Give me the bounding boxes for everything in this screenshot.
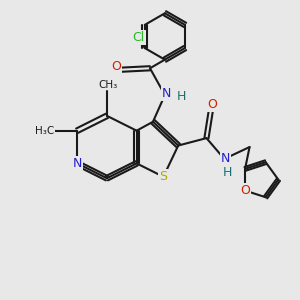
- Text: O: O: [208, 98, 218, 111]
- Text: H: H: [223, 166, 232, 179]
- Text: H: H: [176, 90, 186, 103]
- Text: S: S: [159, 170, 167, 183]
- Text: O: O: [111, 60, 121, 73]
- Text: Cl: Cl: [133, 31, 145, 44]
- Text: N: N: [162, 87, 171, 100]
- Text: O: O: [240, 184, 250, 197]
- Text: CH₃: CH₃: [99, 80, 118, 90]
- Text: N: N: [73, 157, 82, 170]
- Text: N: N: [221, 152, 230, 165]
- Text: H₃C: H₃C: [35, 126, 54, 136]
